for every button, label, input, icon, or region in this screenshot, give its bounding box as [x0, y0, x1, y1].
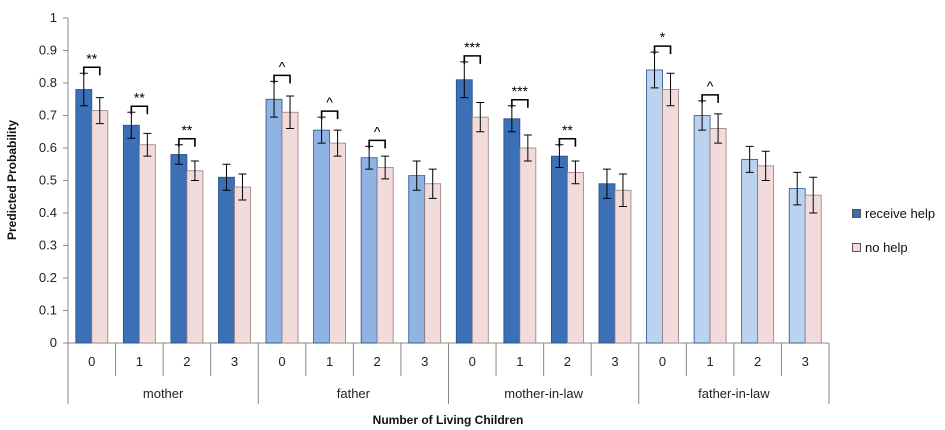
bar-receive-help — [551, 155, 568, 344]
group-label: mother — [143, 386, 184, 401]
significance-bracket — [368, 139, 386, 149]
significance-marker: ** — [181, 122, 192, 138]
y-axis-title: Predicted Probability — [5, 120, 19, 240]
significance-bracket — [82, 66, 101, 76]
significance-bracket — [701, 94, 719, 103]
bar-no-help — [281, 111, 299, 344]
bar-no-help — [138, 144, 156, 344]
x-tick-label: 0 — [659, 354, 666, 369]
bar-no-help — [186, 170, 204, 344]
legend: receive help no help — [852, 196, 935, 264]
bar-receive-help — [360, 157, 378, 344]
bar-no-help — [614, 189, 632, 344]
significance-bracket — [273, 74, 291, 84]
bar-receive-help — [693, 115, 711, 344]
bar-receive-help — [598, 183, 616, 344]
bar-no-help — [757, 165, 775, 344]
y-tick-label: 0.6 — [39, 140, 57, 155]
x-tick-label: 1 — [516, 354, 523, 369]
bar-receive-help — [75, 89, 93, 344]
significance-marker: ^ — [326, 94, 333, 110]
x-tick-label: 3 — [802, 354, 809, 369]
y-tick-label: 0 — [50, 335, 57, 350]
y-tick-label: 0.5 — [39, 173, 57, 188]
bar-no-help — [424, 183, 442, 344]
x-tick-label: 0 — [88, 354, 95, 369]
legend-swatch-no-help — [852, 242, 861, 252]
significance-marker: ^ — [374, 123, 381, 139]
bar-receive-help — [122, 124, 140, 344]
legend-label-no-help: no help — [865, 239, 908, 255]
bar-receive-help — [646, 69, 663, 344]
bar-receive-help — [170, 154, 188, 344]
bar-no-help — [376, 167, 394, 344]
bar-no-help — [91, 110, 109, 344]
group-label: mother-in-law — [504, 386, 583, 401]
bar-no-help — [567, 171, 584, 344]
y-tick-label: 0.4 — [39, 205, 57, 220]
x-tick-label: 1 — [706, 354, 713, 369]
significance-marker: *** — [512, 83, 529, 99]
significance-bracket — [178, 137, 196, 147]
x-tick-label: 2 — [564, 354, 571, 369]
significance-marker: ** — [86, 50, 97, 66]
significance-bracket — [558, 137, 577, 147]
significance-marker: ** — [562, 122, 573, 138]
bar-receive-help — [455, 79, 473, 344]
y-tick-label: 1 — [50, 10, 57, 25]
bar-receive-help — [408, 175, 426, 344]
significance-bracket — [653, 45, 672, 55]
x-tick-label: 3 — [611, 354, 618, 369]
bar-no-help — [519, 147, 537, 344]
legend-item-no-help: no help — [852, 230, 935, 264]
group-label: father — [337, 386, 371, 401]
bar-no-help — [234, 186, 251, 344]
y-tick-label: 0.8 — [39, 75, 57, 90]
significance-marker: ^ — [279, 58, 286, 74]
bar-no-help — [662, 89, 679, 344]
bar-no-help — [329, 142, 346, 344]
significance-bracket — [463, 55, 482, 64]
bar-receive-help — [265, 98, 283, 344]
y-tick-label: 0.1 — [39, 303, 57, 318]
x-tick-label: 3 — [421, 354, 428, 369]
legend-label-receive-help: receive help — [865, 205, 936, 221]
x-tick-label: 2 — [754, 354, 761, 369]
bar-receive-help — [788, 188, 806, 344]
y-tick-label: 0.3 — [39, 238, 57, 253]
legend-item-receive-help: receive help — [852, 196, 935, 230]
y-tick-label: 0.9 — [39, 43, 57, 58]
y-tick-label: 0.2 — [39, 270, 57, 285]
bar-no-help — [804, 194, 822, 344]
x-tick-label: 0 — [469, 354, 476, 369]
significance-marker: * — [660, 29, 666, 45]
legend-swatch-receive-help — [852, 208, 861, 218]
y-tick-label: 0.7 — [39, 108, 57, 123]
x-axis-title: Number of Living Children — [373, 413, 524, 427]
significance-bracket — [320, 110, 339, 120]
x-tick-label: 1 — [136, 354, 143, 369]
significance-marker: *** — [464, 39, 481, 55]
x-tick-label: 0 — [278, 354, 285, 369]
bar-receive-help — [503, 118, 521, 344]
group-label: father-in-law — [698, 386, 770, 401]
bar-receive-help — [313, 129, 330, 344]
bar-no-help — [709, 128, 727, 344]
x-tick-label: 1 — [326, 354, 333, 369]
bar-receive-help — [218, 176, 235, 344]
x-tick-label: 2 — [374, 354, 381, 369]
significance-bracket — [130, 105, 149, 115]
x-tick-label: 2 — [183, 354, 190, 369]
bar-no-help — [471, 116, 489, 344]
significance-marker: ** — [134, 89, 145, 105]
x-tick-label: 3 — [231, 354, 238, 369]
significance-bracket — [511, 98, 529, 108]
bar-receive-help — [741, 158, 759, 344]
significance-marker: ^ — [707, 78, 714, 94]
